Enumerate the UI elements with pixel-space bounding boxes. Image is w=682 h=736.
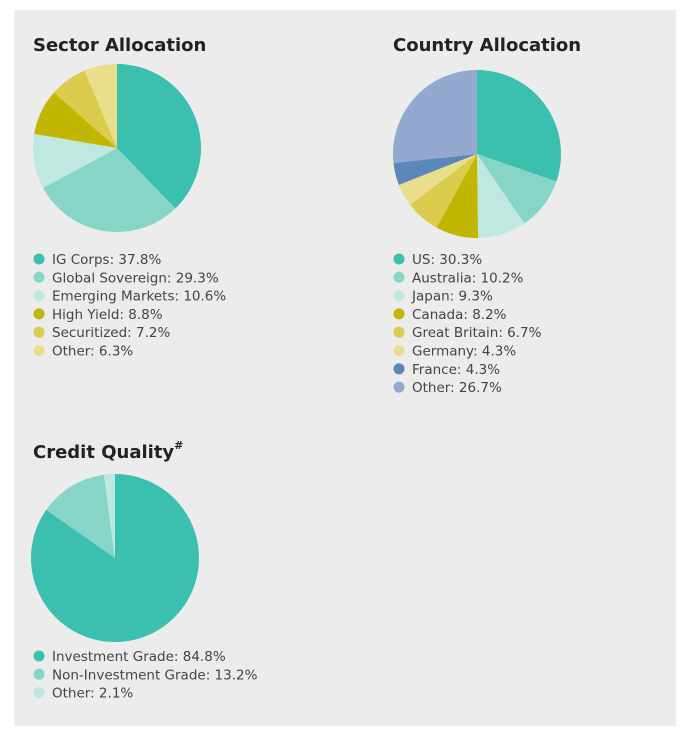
- legend-swatch: [33, 290, 45, 302]
- pie-slice: [84, 64, 117, 148]
- chart-title-text: Credit Quality: [33, 442, 174, 463]
- legend-label: France: 4.3%: [412, 362, 500, 378]
- pie-slice: [393, 70, 477, 163]
- pie-slice: [398, 154, 477, 205]
- legend-swatch: [393, 308, 405, 320]
- legend-swatch: [33, 650, 45, 662]
- legend-label: Germany: 4.3%: [412, 344, 516, 360]
- legend-swatch: [393, 253, 405, 265]
- pie-slice: [34, 92, 117, 148]
- pie-slice: [46, 474, 115, 558]
- legend-swatch: [393, 381, 405, 393]
- legend-swatch: [393, 345, 405, 356]
- legend-label: IG Corps: 37.8%: [52, 252, 161, 268]
- chart-title: Country Allocation: [393, 35, 581, 56]
- pie-slice: [393, 154, 477, 185]
- legend-swatch: [393, 363, 405, 375]
- chart-title-text: Sector Allocation: [33, 35, 206, 56]
- legend-label: Great Britain: 6.7%: [412, 325, 542, 341]
- pie-slice: [43, 148, 176, 233]
- legend-label: Securitized: 7.2%: [52, 325, 170, 341]
- legend-swatch: [33, 687, 45, 699]
- pie-slice: [33, 133, 117, 189]
- pie-slice: [53, 70, 117, 148]
- chart-title: Credit Quality#: [33, 439, 183, 463]
- legend-label: Investment Grade: 84.8%: [52, 649, 226, 665]
- legend-label: Emerging Markets: 10.6%: [52, 289, 226, 305]
- legend-swatch: [33, 668, 45, 680]
- legend-swatch: [33, 308, 45, 320]
- legend-swatch: [393, 326, 405, 338]
- chart-title: Sector Allocation: [33, 35, 206, 56]
- legend-label: Other: 26.7%: [412, 380, 502, 396]
- legend-label: Global Sovereign: 29.3%: [52, 270, 219, 286]
- pie-slice: [477, 70, 561, 182]
- pie-slice: [477, 154, 557, 224]
- pie-slice: [436, 154, 479, 238]
- chart-title-text: Country Allocation: [393, 35, 581, 56]
- legend-swatch: [33, 253, 45, 265]
- legend-label: Other: 2.1%: [52, 686, 133, 702]
- legend-label: Canada: 8.2%: [412, 307, 507, 323]
- legend-swatch: [33, 326, 45, 338]
- legend-swatch: [393, 290, 405, 302]
- pie-slice: [409, 154, 477, 228]
- legend-swatch: [393, 271, 405, 283]
- pie-slice: [103, 474, 115, 558]
- legend-label: High Yield: 8.8%: [52, 307, 163, 323]
- legend-label: Non-Investment Grade: 13.2%: [52, 667, 258, 683]
- legend-label: US: 30.3%: [412, 252, 482, 268]
- pie-slice: [117, 64, 201, 209]
- legend-label: Australia: 10.2%: [412, 270, 524, 286]
- legend-swatch: [33, 271, 45, 283]
- title-note: #: [174, 439, 183, 452]
- pie-slice: [477, 154, 525, 238]
- legend-label: Japan: 9.3%: [411, 289, 493, 305]
- legend-label: Other: 6.3%: [52, 344, 133, 360]
- legend-swatch: [33, 345, 45, 356]
- pie-slice: [30, 474, 200, 642]
